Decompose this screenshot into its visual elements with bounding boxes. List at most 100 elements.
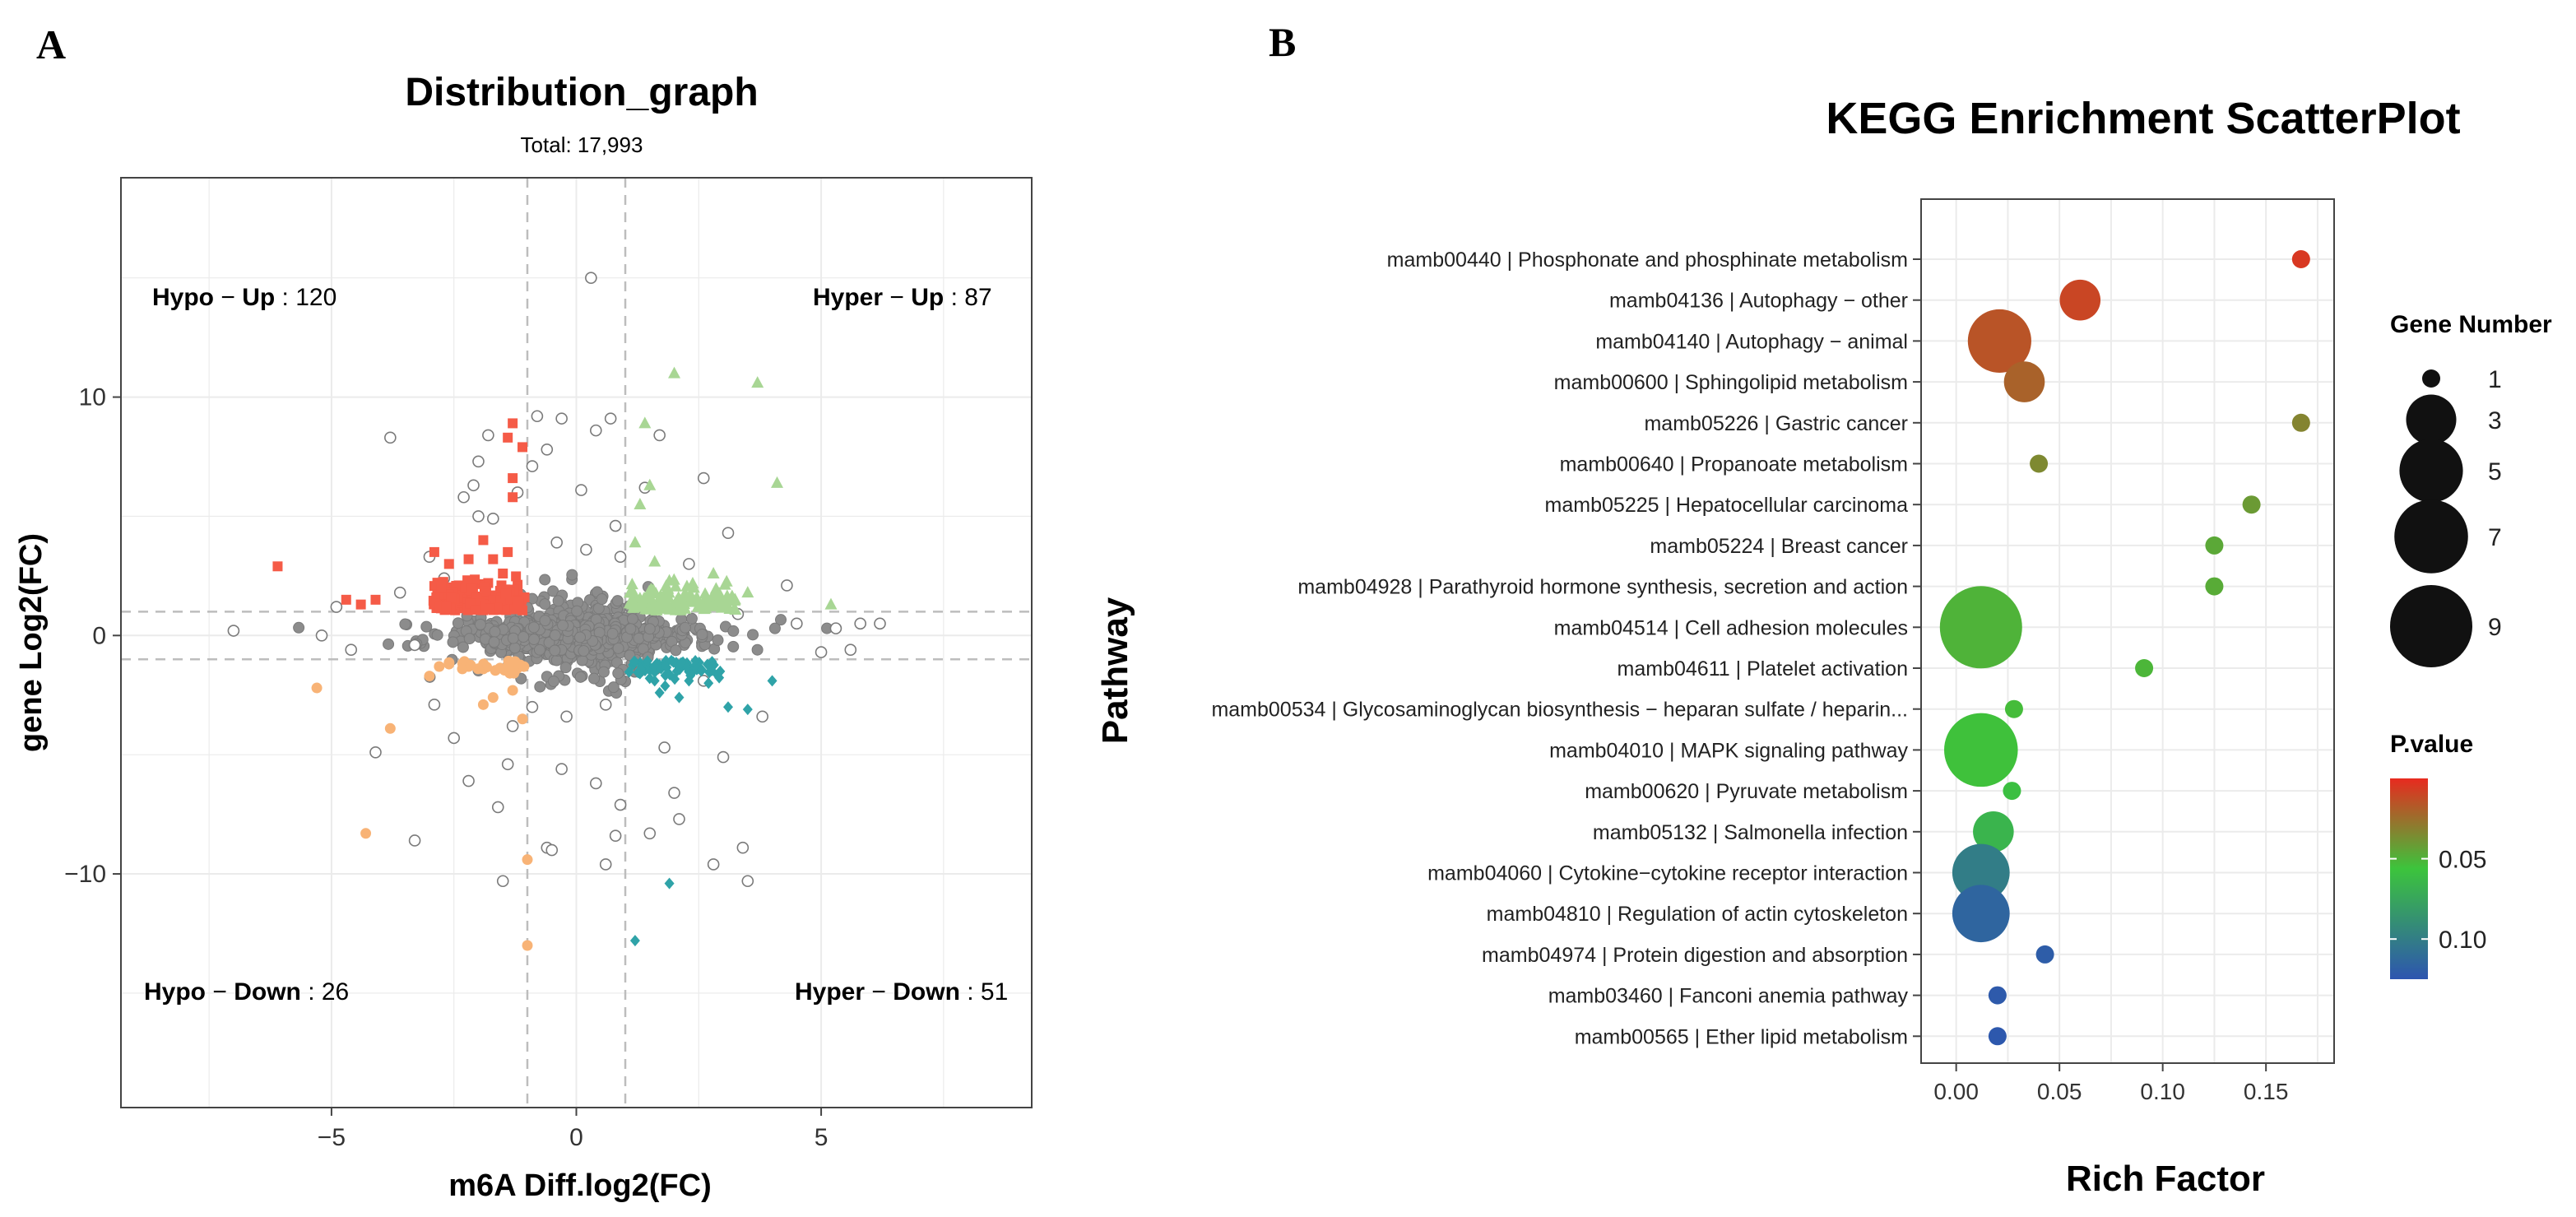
point-nonsignificant-outlier — [643, 827, 657, 840]
pathway-label: mamb00640 | Propanoate metabolism — [1560, 453, 1908, 476]
point-nonsignificant — [527, 621, 540, 634]
point-hyper-down — [665, 668, 675, 680]
point-hypo-down — [465, 659, 476, 671]
point-hypo-up — [518, 442, 528, 453]
point-nonsignificant — [606, 628, 619, 640]
point-hyper-down — [624, 666, 634, 678]
point-nonsignificant-outlier — [707, 858, 720, 871]
pathway-label: mamb04974 | Protein digestion and absorp… — [1482, 944, 1908, 967]
point-nonsignificant-outlier — [472, 510, 485, 523]
pathway-point — [2291, 250, 2310, 268]
point-nonsignificant-outlier — [815, 646, 828, 658]
point-hyper-up — [707, 566, 720, 578]
point-nonsignificant — [508, 642, 521, 654]
pathway-point — [1988, 1027, 2007, 1046]
pathway-label: mamb00620 | Pyruvate metabolism — [1585, 780, 1908, 803]
point-hypo-down — [384, 722, 396, 734]
point-nonsignificant — [431, 629, 443, 641]
colorbar-tick-label: 0.05 — [2439, 847, 2486, 874]
point-nonsignificant — [679, 621, 691, 634]
pathway-point — [1967, 309, 2031, 373]
point-hyper-up — [634, 497, 647, 509]
point-hyper-down — [674, 691, 685, 704]
point-hypo-up — [443, 559, 454, 569]
point-nonsignificant-outlier — [599, 858, 612, 871]
quadrant-label-hypo-down: Hypo − Down : 26 — [144, 978, 349, 1006]
panel-a-y-axis-title: gene Log2(FC) — [14, 533, 49, 752]
point-hypo-down — [517, 713, 528, 725]
point-nonsignificant-outlier — [614, 798, 627, 811]
point-nonsignificant — [596, 593, 608, 606]
panel-a-quadrant-labels: Hypo − Up : 120 Hyper − Up : 87 Hypo − D… — [144, 284, 1008, 1006]
point-nonsignificant — [626, 613, 638, 625]
point-hypo-up — [503, 432, 513, 443]
point-nonsignificant-outlier — [555, 763, 568, 775]
point-nonsignificant-outlier — [482, 429, 494, 442]
x-tick-label: −5 — [318, 1124, 346, 1151]
point-hyper-down — [675, 657, 686, 669]
pathway-label: mamb00565 | Ether lipid metabolism — [1575, 1025, 1908, 1048]
point-hypo-up — [508, 473, 518, 484]
point-hyper-up — [771, 476, 784, 488]
point-nonsignificant-outlier — [531, 410, 544, 423]
point-hypo-down — [424, 671, 435, 682]
point-hypo-up — [355, 599, 366, 610]
panel-b-plot-border — [1920, 198, 2335, 1064]
point-nonsignificant — [574, 671, 587, 683]
colorbar-tick-label: 0.10 — [2439, 927, 2486, 954]
point-nonsignificant — [624, 623, 637, 635]
point-nonsignificant — [550, 654, 563, 667]
pathway-point — [2205, 577, 2224, 596]
point-nonsignificant-outlier — [614, 550, 627, 563]
point-nonsignificant-outlier — [722, 527, 735, 540]
gene-number-legend-key — [2390, 585, 2472, 667]
point-hypo-up — [511, 571, 522, 582]
point-nonsignificant — [557, 619, 569, 631]
point-nonsignificant-outlier — [526, 460, 539, 472]
panel-a-axes: −5 0 5 −10 0 10 — [64, 384, 828, 1151]
point-hyper-up — [673, 601, 686, 613]
panel-b-label: B — [1269, 19, 1296, 65]
point-hypo-down — [509, 656, 521, 667]
point-hyper-down — [660, 680, 671, 692]
quadrant-group: Hyper — [795, 978, 865, 1006]
point-nonsignificant — [727, 625, 740, 637]
point-nonsignificant-outlier — [673, 813, 685, 825]
point-nonsignificant-outlier — [541, 444, 554, 456]
quadrant-group: Hypo — [152, 284, 214, 311]
point-nonsignificant — [727, 640, 740, 653]
pathway-label: mamb03460 | Fanconi anemia pathway — [1548, 985, 1909, 1008]
panel-b-kegg-scatter: B KEGG Enrichment ScatterPlot mamb00440 … — [1095, 19, 2552, 1199]
point-hypo-down — [522, 940, 533, 951]
point-nonsignificant-outlier — [781, 579, 793, 592]
point-nonsignificant-outlier — [697, 471, 710, 485]
pathway-label: mamb00534 | Glycosaminoglycan biosynthes… — [1211, 699, 1908, 722]
point-hyper-up — [668, 366, 681, 379]
point-hypo-down — [457, 663, 468, 675]
point-nonsignificant-outlier — [227, 625, 240, 637]
point-nonsignificant-outlier — [501, 758, 514, 771]
point-hyper-down — [696, 665, 707, 677]
point-hypo-down — [360, 828, 372, 839]
pathway-label: mamb04060 | Cytokine−cytokine receptor i… — [1427, 862, 1908, 885]
point-nonsignificant-outlier — [653, 429, 666, 442]
point-nonsignificant — [559, 662, 572, 674]
panel-a-grid — [121, 178, 1032, 1108]
point-hyper-up — [634, 597, 647, 610]
point-nonsignificant — [539, 598, 551, 611]
pathway-point — [1939, 586, 2022, 669]
pathway-label: mamb04611 | Platelet activation — [1618, 657, 1908, 680]
point-hyper-down — [644, 672, 655, 685]
gene-number-legend-label: 1 — [2488, 366, 2502, 393]
point-nonsignificant — [696, 629, 708, 641]
point-nonsignificant — [552, 595, 564, 607]
pathway-point — [1952, 843, 2010, 902]
point-hypo-up — [470, 574, 480, 585]
point-nonsignificant-outlier — [393, 586, 406, 599]
point-hypo-up — [500, 588, 511, 599]
point-nonsignificant — [747, 629, 759, 641]
point-nonsignificant — [518, 631, 530, 643]
point-hyper-up — [644, 582, 657, 594]
point-hypo-down — [443, 657, 455, 668]
point-nonsignificant — [489, 625, 501, 638]
